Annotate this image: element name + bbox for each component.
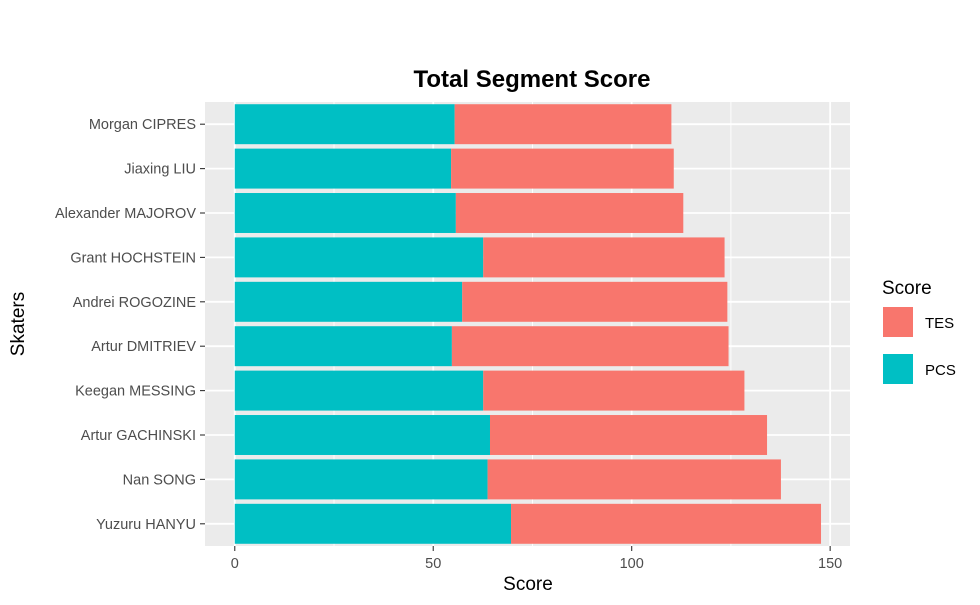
y-tick-label: Morgan CIPRES [89,117,196,133]
x-axis-title: Score [503,574,553,595]
bar-pcs [234,326,452,367]
y-axis-title: Skaters [8,292,29,356]
y-tick-label: Keegan MESSING [75,384,196,400]
bar-pcs [234,415,490,455]
bar-tes [455,193,684,233]
legend-label: TES [925,315,954,332]
y-tick-label: Artur DMITRIEV [91,339,196,355]
x-axis: 0 50 100 150 [231,546,842,572]
x-tick-label: 50 [425,556,441,572]
bar-pcs [234,148,452,189]
bar-tes [462,281,728,322]
bars [234,104,822,544]
bar-tes [454,104,672,145]
bar-pcs [234,237,484,278]
bar-tes [489,415,768,455]
bar-pcs [234,281,463,322]
bar-pcs [234,193,456,233]
y-tick-label: Alexander MAJOROV [55,206,196,222]
y-axis: Yuzuru HANYU Nan SONG Artur GACHINSKI Keega… [55,117,205,533]
bar-tes [511,503,822,544]
bar-tes [483,370,745,411]
legend: Score TES PCS [882,278,956,384]
bar-tes [451,148,674,189]
y-tick-label: Yuzuru HANYU [96,517,196,533]
y-tick-label: Andrei ROGOZINE [73,295,197,311]
bar-tes [483,237,725,278]
bar-pcs [234,503,512,544]
bar-pcs [234,459,488,500]
legend-title: Score [882,278,932,299]
bar-pcs [234,370,484,411]
legend-key-tes [883,307,913,337]
y-tick-label: Jiaxing LIU [124,162,196,178]
bar-tes [451,326,729,367]
y-tick-label: Artur GACHINSKI [81,428,196,444]
y-tick-label: Grant HOCHSTEIN [70,250,196,266]
x-tick-label: 0 [231,556,239,572]
legend-key-pcs [883,354,913,384]
bar-pcs [234,104,455,145]
chart-title: Total Segment Score [414,66,651,93]
bar-tes [487,459,781,500]
x-tick-label: 150 [818,556,842,572]
legend-label: PCS [925,362,956,379]
x-tick-label: 100 [620,556,644,572]
y-tick-label: Nan SONG [123,472,196,488]
